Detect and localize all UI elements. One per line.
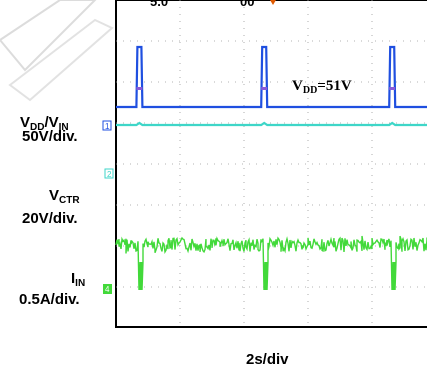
vctr-label: VCTR [49,187,80,206]
trace-vdd-markers [136,87,396,90]
vdd-scale-label: 50V/div. [22,128,78,145]
trace-vdd [116,45,427,109]
vdd-pulse-marker [389,87,396,90]
svg-text:2: 2 [107,170,112,179]
watermark [0,0,114,102]
plot-area [115,0,427,328]
ch2-marker: 2 [104,168,114,179]
ch1-marker: 1 [102,120,112,131]
trace-vctr [116,121,427,127]
vdd-pulse-marker [261,87,268,90]
iin-scale-label: 0.5A/div. [19,291,80,308]
top-fragment-right: 00 [240,0,254,9]
x-scale-label: 2s/div [246,351,289,368]
vdd-vin-label: VDD/VIN [20,114,69,133]
svg-text:4: 4 [105,285,110,294]
top-fragment-left: 5.0 [150,0,168,9]
trace-iin [115,235,427,291]
svg-text:1: 1 [105,122,110,131]
vdd-pulse-marker [136,87,143,90]
vdd-annotation: VDD=51V [292,78,352,96]
trigger-marker [270,0,276,5]
ch4-marker: 4 [103,284,112,294]
iin-label: IIN [71,270,85,289]
vctr-scale-label: 20V/div. [22,210,78,227]
traces [115,45,427,291]
